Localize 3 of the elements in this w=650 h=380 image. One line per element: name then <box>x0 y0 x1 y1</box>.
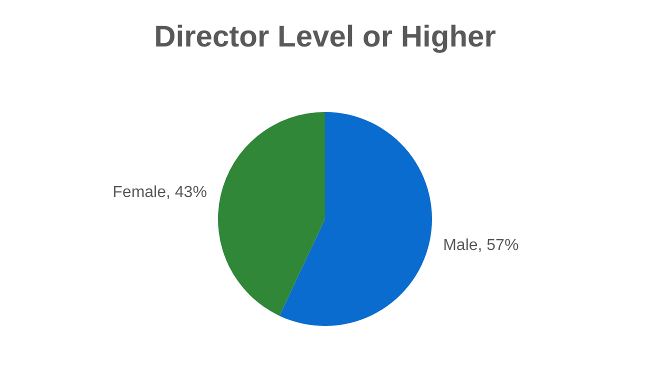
chart-title: Director Level or Higher <box>154 20 496 54</box>
slice-label: Male, 57% <box>443 236 519 254</box>
slice-label: Female, 43% <box>112 184 207 202</box>
